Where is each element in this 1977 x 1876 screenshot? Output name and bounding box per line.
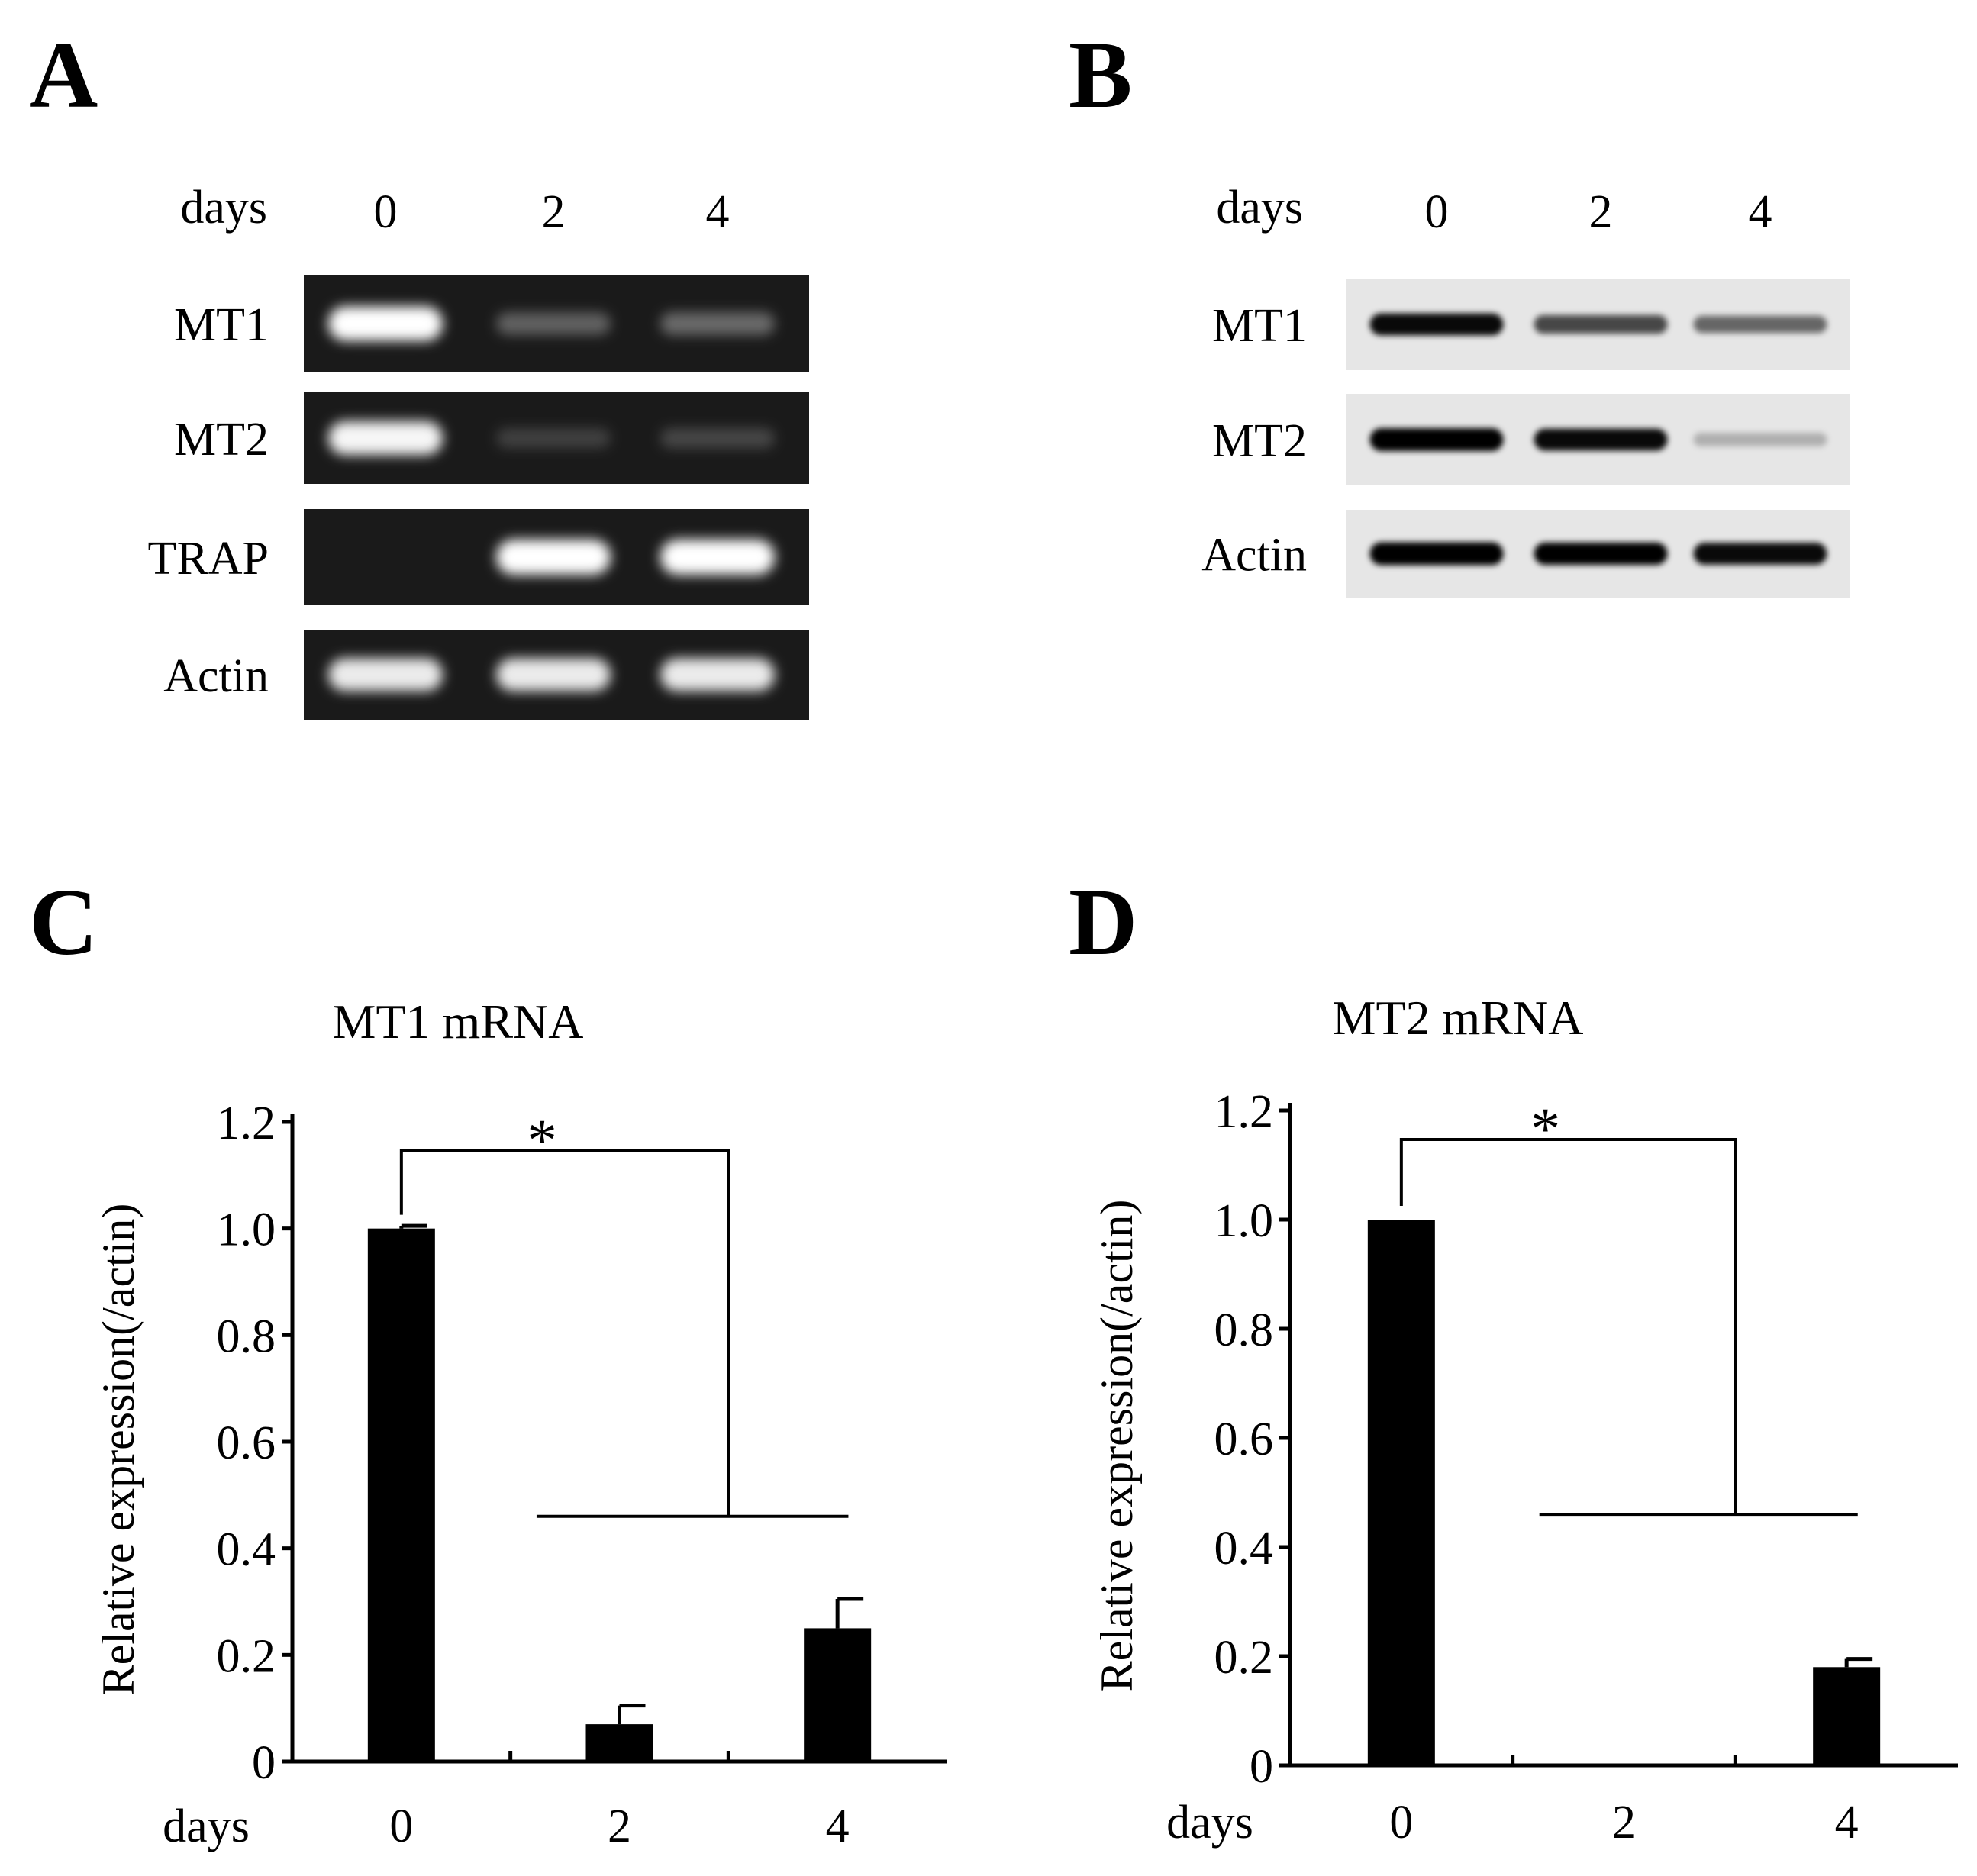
chart-d-bar: [1367, 1220, 1435, 1765]
panel-b-band: [1534, 428, 1668, 451]
panel-d: D MT2 mRNA Relative expression(/actin) 0 0.…: [1069, 870, 1958, 1849]
panel-a-lane-header: days: [180, 182, 267, 234]
chart-d-y-tick-label: 0.4: [1214, 1523, 1274, 1575]
panel-b-lane-header: days: [1216, 182, 1303, 234]
panel-a-row-label: TRAP: [148, 533, 269, 585]
panel-b-lane-label: 2: [1589, 186, 1613, 238]
chart-c-x-tick-label: 0: [389, 1800, 413, 1852]
panel-b-band: [1534, 542, 1668, 566]
panel-b-band: [1369, 542, 1504, 566]
panel-a-band: [328, 658, 443, 691]
chart-d-x-tick-label: 0: [1389, 1797, 1413, 1849]
chart-c-y-tick-label: 0.4: [217, 1524, 276, 1576]
panel-b-band: [1369, 313, 1504, 336]
panel-a-lane-label: 2: [542, 186, 566, 238]
panel-a-band: [660, 658, 775, 691]
chart-d-significance-marker: *: [1530, 1095, 1560, 1162]
panel-b-lane-label: 0: [1425, 186, 1449, 238]
chart-c-y-tick-label: 0.6: [217, 1417, 276, 1469]
panel-a-band: [496, 312, 611, 335]
panel-b-band: [1369, 428, 1504, 451]
panel-a-lane-label: 0: [374, 186, 398, 238]
panel-c: C MT1 mRNA Relative expression(/actin) 0 0.…: [29, 870, 947, 1852]
chart-d-y-tick-label: 0: [1250, 1741, 1273, 1793]
panel-a-band: [660, 540, 775, 575]
chart-c-bar: [367, 1228, 435, 1762]
chart-d-xlabel: days: [1166, 1797, 1253, 1849]
chart-d-y-tick-label: 0.2: [1214, 1632, 1274, 1684]
chart-c-significance-marker: *: [527, 1107, 557, 1173]
panel-b: B days 0 2 4 MT1 MT2 Actin: [1069, 23, 1850, 598]
panel-a-row-label: MT2: [174, 414, 269, 466]
panel-a-row-label: Actin: [163, 650, 269, 702]
chart-c-y-tick-label: 0.2: [217, 1630, 276, 1682]
chart-c-x-tick-label: 2: [608, 1800, 631, 1852]
panel-b-row-label: MT1: [1212, 300, 1307, 352]
chart-d-title: MT2 mRNA: [1333, 991, 1584, 1045]
panel-a-band: [496, 540, 611, 575]
panel-a-row-label: MT1: [174, 299, 269, 351]
chart-c-bar: [585, 1724, 653, 1762]
chart-c-x-tick-label: 4: [826, 1800, 850, 1852]
chart-c-y-tick-label: 0.8: [217, 1310, 276, 1362]
panel-b-letter: B: [1069, 23, 1132, 128]
chart-c-ylabel: Relative expression(/actin): [93, 1204, 144, 1696]
panel-b-row-label: MT2: [1212, 415, 1307, 467]
chart-c-significance-bracket: [399, 1149, 730, 1517]
panel-b-lane-label: 4: [1749, 186, 1772, 238]
chart-d-bar: [1813, 1667, 1881, 1765]
chart-c-title: MT1 mRNA: [333, 994, 584, 1049]
panel-a-band: [660, 427, 775, 449]
chart-d-x-tick-label: 2: [1612, 1797, 1636, 1849]
panel-a-band: [328, 306, 443, 341]
chart-d-significance-bracket: [1399, 1138, 1737, 1515]
panel-a-band: [496, 428, 611, 448]
panel-b-band: [1693, 315, 1827, 334]
chart-c-xlabel: days: [163, 1800, 250, 1852]
chart-d-ylabel: Relative expression(/actin): [1092, 1200, 1142, 1692]
panel-a-band: [496, 658, 611, 691]
panel-b-band: [1693, 433, 1827, 446]
panel-a-letter: A: [29, 23, 98, 128]
panel-c-letter: C: [29, 870, 98, 975]
panel-b-band: [1693, 543, 1827, 565]
panel-d-letter: D: [1069, 870, 1137, 975]
panel-b-row-label: Actin: [1201, 530, 1307, 582]
chart-d-y-tick-label: 0.6: [1214, 1413, 1274, 1465]
chart-d-y-tick-label: 1.0: [1214, 1195, 1274, 1247]
chart-d-x-tick-label: 4: [1835, 1797, 1859, 1849]
panel-b-band: [1534, 314, 1668, 334]
chart-c-bar: [804, 1628, 872, 1762]
chart-d-y-tick-label: 1.2: [1214, 1086, 1274, 1138]
chart-d-y-tick-label: 0.8: [1214, 1304, 1274, 1356]
panel-a-lane-label: 4: [706, 186, 730, 238]
panel-a-band: [328, 421, 443, 455]
panel-a-band: [660, 312, 775, 335]
chart-c-y-tick-label: 1.0: [217, 1204, 276, 1256]
chart-c-y-tick-label: 1.2: [217, 1098, 276, 1149]
chart-c-y-tick-label: 0: [252, 1737, 276, 1789]
panel-a: A days 0 2 4 MT1 MT2 TRAP Actin: [29, 23, 809, 720]
